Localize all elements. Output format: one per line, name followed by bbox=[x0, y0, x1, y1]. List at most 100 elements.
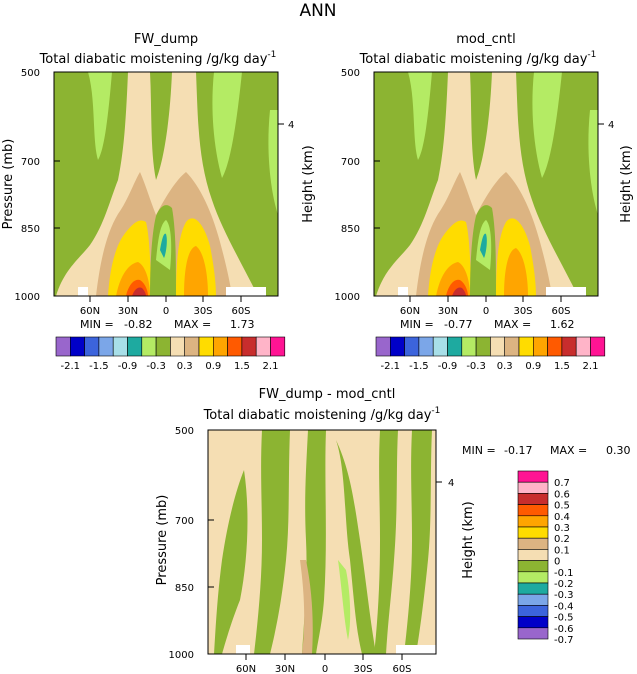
colorbar-box bbox=[70, 336, 85, 357]
colorbar-label: -2.1 bbox=[381, 361, 401, 372]
colorbar-label: 0.5 bbox=[554, 501, 570, 512]
colorbar-label: 0.7 bbox=[554, 478, 570, 489]
panel-difference: FW_dump - mod_cntl Total diabatic moiste… bbox=[155, 387, 631, 674]
y-tick-label: 850 bbox=[175, 583, 194, 594]
colorbar-label: -0.6 bbox=[554, 624, 574, 635]
colorbar-box bbox=[404, 336, 420, 357]
contour-field bbox=[374, 72, 598, 296]
colorbar-label: 0.3 bbox=[497, 361, 513, 372]
colorbar-box bbox=[490, 336, 505, 357]
colorbar-label: -0.3 bbox=[146, 361, 166, 372]
colorbar-box bbox=[241, 336, 257, 357]
colorbar-label: -0.2 bbox=[554, 579, 574, 590]
colorbar-label: 0.2 bbox=[554, 534, 570, 545]
y-axis-ticks: 500 700 850 1000 bbox=[335, 68, 380, 303]
y-tick-label: 850 bbox=[21, 224, 40, 235]
max-label: MAX = bbox=[174, 318, 211, 331]
colorbar-box bbox=[447, 336, 463, 357]
panel-title: FW_dump bbox=[134, 32, 198, 47]
colorbar-box bbox=[198, 336, 214, 357]
colorbar-box bbox=[461, 336, 477, 357]
colorbar-box bbox=[517, 605, 549, 617]
colorbar-box bbox=[561, 336, 577, 357]
colorbar-label: -0.9 bbox=[118, 361, 138, 372]
stats-line: MIN = -0.82 MAX = 1.73 bbox=[80, 318, 255, 331]
min-label: MIN = bbox=[80, 318, 114, 331]
colorbar-label: -1.5 bbox=[409, 361, 429, 372]
colorbar-label: -0.4 bbox=[554, 601, 574, 612]
colorbar-label: -0.9 bbox=[438, 361, 458, 372]
colorbar-label: -0.5 bbox=[554, 613, 574, 624]
colorbar-label: -0.3 bbox=[466, 361, 486, 372]
colorbar-box bbox=[517, 504, 549, 517]
y-axis-ticks: 500 700 850 1000 bbox=[169, 426, 214, 661]
colorbar-box bbox=[575, 336, 591, 357]
y-axis-label: Pressure (mb) bbox=[1, 139, 16, 230]
y-tick-label: 700 bbox=[341, 157, 360, 168]
colorbar-box bbox=[155, 336, 171, 357]
colorbar-box bbox=[547, 336, 563, 357]
x-tick-label: 30S bbox=[353, 664, 372, 674]
colorbar: 0.70.60.50.40.30.20.10-0.1-0.2-0.3-0.4-0… bbox=[517, 470, 574, 646]
colorbar-box bbox=[213, 336, 228, 357]
colorbar-box bbox=[517, 493, 549, 505]
colorbar-box bbox=[112, 336, 128, 357]
y-axis-ticks: 500 700 850 1000 bbox=[15, 68, 60, 303]
colorbar-box bbox=[141, 336, 157, 357]
colorbar-box bbox=[432, 336, 448, 357]
colorbar-box bbox=[517, 571, 549, 584]
colorbar-label: 0.4 bbox=[554, 512, 570, 523]
colorbar-label: -1.5 bbox=[89, 361, 109, 372]
panel-title: mod_cntl bbox=[456, 32, 515, 47]
colorbar-box bbox=[127, 336, 143, 357]
colorbar-label: -0.1 bbox=[554, 568, 574, 579]
colorbar-box bbox=[270, 336, 286, 357]
colorbar-label: -0.7 bbox=[554, 635, 574, 646]
panel-subtitle: Total diabatic moistening/g/kg day-1 bbox=[203, 406, 441, 423]
max-value: 1.73 bbox=[230, 318, 255, 331]
y-tick-label: 500 bbox=[21, 68, 40, 79]
right-tick-label: 4 bbox=[448, 478, 454, 489]
x-tick-label: 60S bbox=[551, 306, 570, 317]
colorbar-box bbox=[517, 537, 549, 550]
colorbar-box bbox=[517, 526, 549, 539]
colorbar-box bbox=[517, 549, 549, 561]
contour-field bbox=[208, 430, 436, 654]
y-axis-label: Pressure (mb) bbox=[155, 495, 170, 586]
y-tick-label: 850 bbox=[341, 224, 360, 235]
colorbar-box bbox=[255, 336, 271, 357]
colorbar-label: -0.3 bbox=[554, 590, 574, 601]
x-tick-label: 30S bbox=[513, 306, 532, 317]
panel-subtitle: Total diabatic moistening/g/kg day-1 bbox=[39, 50, 277, 67]
colorbar-box bbox=[590, 336, 606, 357]
colorbar-box bbox=[517, 470, 549, 483]
colorbar-label: 0.9 bbox=[525, 361, 541, 372]
colorbar-label: 1.5 bbox=[234, 361, 250, 372]
page-title: ANN bbox=[299, 1, 336, 21]
max-value: 0.30 bbox=[606, 444, 631, 457]
colorbar: -2.1 -1.5 -0.9 -0.3 0.3 0.9 1.5 2.1 bbox=[55, 336, 286, 372]
panel-mod-cntl: mod_cntl Total diabatic moistening/g/kg … bbox=[335, 32, 634, 372]
max-value: 1.62 bbox=[550, 318, 575, 331]
colorbar-box bbox=[517, 481, 549, 494]
colorbar: -2.1 -1.5 -0.9 -0.3 0.3 0.9 1.5 2.1 bbox=[375, 336, 606, 372]
colorbar-label: 2.1 bbox=[583, 361, 599, 372]
stats-line: MIN = -0.17 MAX = 0.30 bbox=[462, 444, 631, 457]
x-tick-label: 60S bbox=[392, 664, 411, 674]
colorbar-box bbox=[518, 336, 534, 357]
x-tick-label: 0 bbox=[322, 664, 328, 674]
colorbar-box bbox=[84, 336, 100, 357]
y-tick-label: 700 bbox=[175, 516, 194, 527]
x-tick-label: 0 bbox=[163, 306, 169, 317]
colorbar-label: 1.5 bbox=[554, 361, 570, 372]
y-tick-label: 1000 bbox=[335, 292, 360, 303]
x-tick-label: 30N bbox=[438, 306, 458, 317]
x-tick-label: 60S bbox=[231, 306, 250, 317]
colorbar-box bbox=[184, 336, 200, 357]
y-tick-label: 500 bbox=[175, 426, 194, 437]
colorbar-label: 0.3 bbox=[554, 523, 570, 534]
x-tick-label: 60N bbox=[80, 306, 100, 317]
colorbar-box bbox=[517, 515, 549, 528]
colorbar-box bbox=[418, 336, 434, 357]
y-tick-label: 700 bbox=[21, 157, 40, 168]
